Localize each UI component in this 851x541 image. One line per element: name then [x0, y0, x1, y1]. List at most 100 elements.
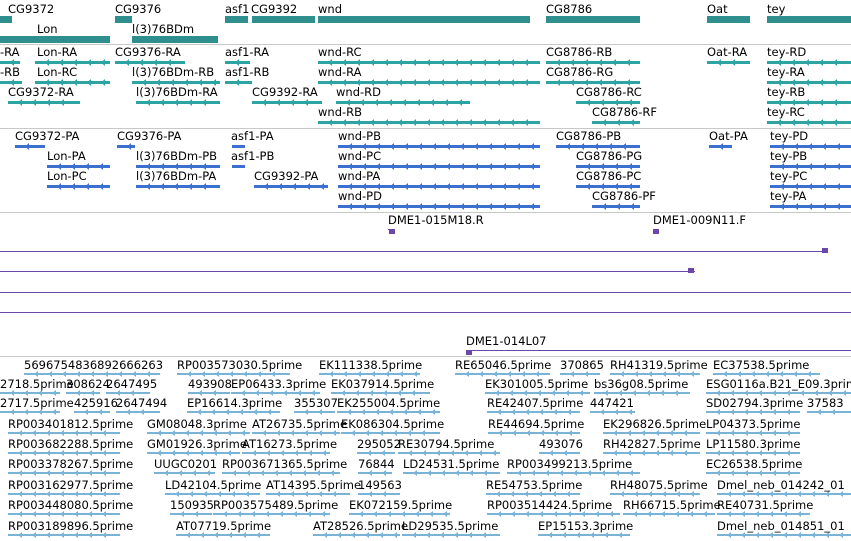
mrna_blue_track-feature[interactable]: [15, 145, 45, 148]
est_track-feature[interactable]: [706, 452, 800, 454]
mrna_teal_track-label[interactable]: tey-RA: [767, 65, 805, 79]
est_track-label[interactable]: RE42407.5prime: [487, 396, 584, 410]
est_track-label[interactable]: 2718.5prime: [0, 377, 74, 391]
mrna_teal_track-label[interactable]: CG8786-RC: [576, 85, 642, 99]
gene_track-feature[interactable]: [707, 16, 750, 23]
est_track-label[interactable]: 37583: [807, 396, 844, 410]
mrna_teal_track-label[interactable]: tey-RC: [767, 105, 805, 119]
est_track-feature[interactable]: [242, 452, 330, 454]
est_track-label[interactable]: AT28526.5prime: [313, 519, 409, 533]
est_track-feature[interactable]: [213, 513, 330, 515]
mrna_teal_track-label[interactable]: wnd-RC: [318, 45, 362, 59]
mrna_blue_track-feature[interactable]: [576, 165, 640, 168]
est_track-feature[interactable]: [487, 411, 580, 413]
mrna_teal_track-feature[interactable]: [546, 61, 640, 64]
mrna_blue_track-label[interactable]: Lon-PA: [47, 149, 86, 163]
est_track-feature[interactable]: [154, 472, 215, 474]
est_track-feature[interactable]: [603, 452, 700, 454]
mrna_teal_track-label[interactable]: wnd-RA: [318, 65, 362, 79]
mrna_teal_track-feature[interactable]: [115, 61, 185, 64]
est_track-feature[interactable]: [66, 392, 100, 394]
mrna_teal_track-feature[interactable]: [546, 81, 640, 84]
gene_track-feature[interactable]: [546, 16, 640, 23]
est_track-label[interactable]: 2647495: [106, 377, 158, 391]
mrna_teal_track-feature[interactable]: [707, 61, 750, 64]
est_track-label[interactable]: LP11580.3prime: [706, 437, 801, 451]
mrna_teal_track-label[interactable]: asf1-RA: [225, 45, 269, 59]
est_track-feature[interactable]: [106, 392, 150, 394]
est_track-feature[interactable]: [603, 432, 700, 434]
mrna_teal_track-label[interactable]: CG9376-RA: [115, 45, 181, 59]
est_track-label[interactable]: LD42104.5prime: [165, 478, 262, 492]
est_track-feature[interactable]: [706, 432, 800, 434]
mrna_teal_track-feature[interactable]: [35, 81, 110, 84]
gene_track-feature[interactable]: [225, 16, 248, 23]
gene_track-feature[interactable]: [0, 16, 12, 23]
mrna_teal_track-label[interactable]: l(3)76BDm-RA: [136, 85, 218, 99]
mrna_teal_track-label[interactable]: CG8786-RG: [546, 65, 614, 79]
est_track-label[interactable]: EK255004.5prime: [337, 396, 441, 410]
mrna_blue_track-label[interactable]: Lon-PC: [47, 169, 87, 183]
est_track-label[interactable]: 425916: [74, 396, 118, 410]
est_track-feature[interactable]: [349, 513, 450, 515]
est_track-feature[interactable]: [341, 432, 440, 434]
est_track-label[interactable]: RP003514424.5prime: [487, 498, 613, 512]
mrna_blue_track-feature[interactable]: [338, 185, 540, 188]
mrna_teal_track-label[interactable]: tey-RB: [767, 85, 806, 99]
est_track-feature[interactable]: [313, 534, 400, 536]
est_track-label[interactable]: 5696754836892666263: [24, 358, 164, 372]
gene_track-label[interactable]: tey: [767, 2, 786, 16]
est_track-feature[interactable]: [610, 493, 700, 495]
mrna_teal_track-feature[interactable]: [252, 101, 322, 104]
est_track-label[interactable]: 149563: [358, 478, 402, 492]
est_track-label[interactable]: LD29535.5prime: [402, 519, 499, 533]
est_track-feature[interactable]: [717, 513, 810, 515]
gene_track-label[interactable]: CG8786: [546, 2, 593, 16]
gene_track-label[interactable]: asf1: [225, 2, 250, 16]
est_track-feature[interactable]: [252, 432, 340, 434]
gene_track-label[interactable]: l(3)76BDm: [132, 22, 195, 36]
est_track-feature[interactable]: [358, 493, 400, 495]
est_track-feature[interactable]: [116, 411, 160, 413]
est_track-feature[interactable]: [486, 493, 580, 495]
est_track-label[interactable]: GM08048.3prime: [147, 417, 247, 431]
est_track-feature[interactable]: [147, 432, 250, 434]
est_track-label[interactable]: RP003671365.5prime: [222, 457, 348, 471]
est_track-label[interactable]: EP15153.3prime: [538, 519, 634, 533]
est_track-feature[interactable]: [358, 472, 392, 474]
est_track-label[interactable]: EP16614.3prime: [187, 396, 283, 410]
mrna_teal_track-label[interactable]: wnd-RD: [336, 85, 381, 99]
est_track-label[interactable]: EP06433.3prime: [231, 377, 327, 391]
est_track-feature[interactable]: [539, 452, 580, 454]
est_track-label[interactable]: AT26735.5prime: [252, 417, 348, 431]
est_track-label[interactable]: RP003378267.5prime: [8, 457, 134, 471]
est_track-label[interactable]: AT16273.5prime: [242, 437, 338, 451]
mrna_blue_track-feature[interactable]: [47, 185, 110, 188]
gene_track-feature[interactable]: [318, 16, 530, 23]
est_track-label[interactable]: EK037914.5prime: [331, 377, 435, 391]
clone_track-label[interactable]: DME1-014L07: [466, 334, 547, 348]
est_track-label[interactable]: 447421: [590, 396, 634, 410]
est_track-feature[interactable]: [623, 513, 715, 515]
est_track-label[interactable]: RP003448080.5prime: [8, 498, 134, 512]
mrna_teal_track-feature[interactable]: [8, 101, 80, 104]
est_track-label[interactable]: EK296826.5prime: [603, 417, 707, 431]
est_track-feature[interactable]: [402, 534, 500, 536]
mrna_blue_track-label[interactable]: l(3)76BDm-PA: [136, 169, 217, 183]
est_track-feature[interactable]: [331, 392, 430, 394]
mrna_teal_track-label[interactable]: tey-RD: [767, 45, 807, 59]
est_track-label[interactable]: RH48075.5prime: [610, 478, 708, 492]
clone_track-feature[interactable]: [0, 251, 826, 252]
est_track-feature[interactable]: [319, 373, 420, 375]
mrna_teal_track-label[interactable]: Lon-RC: [37, 65, 78, 79]
est_track-label[interactable]: 2647494: [116, 396, 168, 410]
est_track-feature[interactable]: [594, 392, 690, 394]
mrna_blue_track-label[interactable]: tey-PC: [770, 169, 808, 183]
mrna_teal_track-label[interactable]: CG9392-RA: [252, 85, 318, 99]
est_track-feature[interactable]: [538, 534, 630, 536]
mrna_blue_track-label[interactable]: asf1-PB: [231, 149, 275, 163]
mrna_blue_track-label[interactable]: wnd-PC: [338, 149, 382, 163]
mrna_blue_track-label[interactable]: CG8786-PB: [556, 129, 622, 143]
mrna_teal_track-label[interactable]: Oat-RA: [707, 45, 748, 59]
